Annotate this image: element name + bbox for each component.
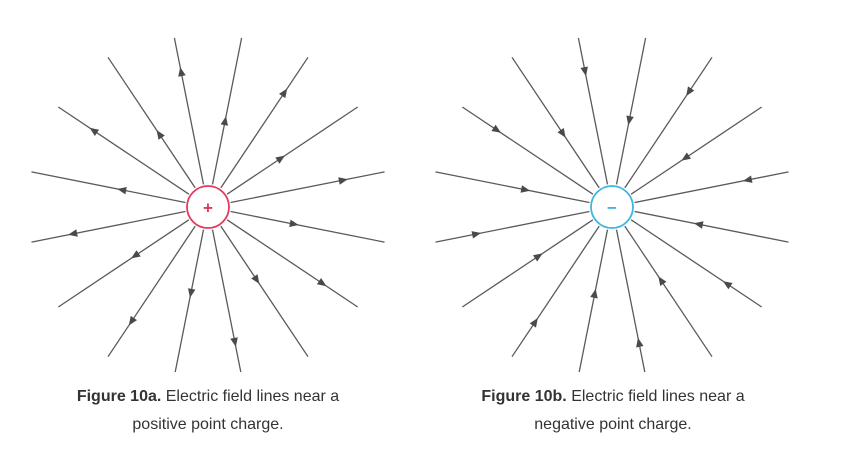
field-line [107,225,196,358]
figure-caption-a: Figure 10a. Electric field lines near a … [38,383,378,439]
field-line [615,229,646,373]
field-line [230,171,385,204]
caption-line-1: Figure 10b. Electric field lines near a [443,383,783,411]
field-line [226,219,359,308]
caption-line-2: negative point charge. [534,416,692,433]
field-line [615,37,647,185]
caption-line-1: Figure 10a. Electric field lines near a [38,383,378,411]
field-line [624,225,713,358]
outward-arrow-icon [68,229,78,237]
field-line [461,106,594,195]
inward-arrow-icon [636,337,644,348]
field-line [107,56,196,189]
field-line [226,106,359,195]
outward-arrow-icon [279,88,288,99]
outward-arrow-icon [178,67,186,77]
field-line [630,219,763,308]
inward-arrow-icon [723,281,733,290]
inward-arrow-icon [686,86,695,96]
negative-charge-circle [590,185,634,229]
field-line [634,171,789,204]
figure-caption-b: Figure 10b. Electric field lines near a … [443,383,783,439]
caption-text: Electric field lines near a [161,388,340,405]
minus-sign-icon: − [607,199,617,218]
inward-arrow-icon [520,185,531,193]
field-line [220,225,309,358]
inward-arrow-icon [533,253,543,262]
field-line [230,210,385,243]
inward-arrow-icon [557,128,566,138]
inward-arrow-icon [626,115,634,126]
positive-charge-circle [186,185,230,229]
inward-arrow-icon [590,288,598,299]
outward-arrow-icon [275,155,285,164]
field-line [578,229,609,373]
outward-arrow-icon [338,177,348,185]
outward-arrow-icon [117,187,127,195]
inward-arrow-icon [471,231,482,239]
field-line [57,219,190,308]
outward-arrow-icon [188,288,196,298]
outward-arrow-icon [220,116,228,126]
outward-arrow-icon [89,127,100,136]
plus-sign-icon: + [203,199,213,218]
field-line [624,56,713,189]
outward-arrow-icon [156,130,165,140]
outward-arrow-icon [289,219,299,227]
outward-arrow-icon [131,250,141,259]
inward-arrow-icon [742,175,753,183]
field-line [634,210,789,243]
field-line [220,56,309,189]
outward-arrow-icon [316,278,327,287]
field-line [461,219,594,308]
field-line [511,225,600,358]
inward-arrow-icon [529,318,538,328]
field-line [174,229,205,373]
field-line [577,37,609,185]
field-line [630,106,763,195]
diagram-positive-charge: + [31,37,385,373]
field-line [173,37,205,185]
field-line [511,56,600,189]
figure-label: Figure 10b. [481,388,567,405]
field-line [31,171,186,204]
field-line [211,37,243,185]
inward-arrow-icon [681,152,691,161]
outward-arrow-icon [251,274,260,284]
caption-line-2: positive point charge. [132,416,284,433]
caption-text: Electric field lines near a [566,388,745,405]
figure-label: Figure 10a. [76,388,162,405]
field-line [211,229,242,373]
outward-arrow-icon [230,337,238,347]
inward-arrow-icon [580,66,588,77]
inward-arrow-icon [693,221,704,229]
field-line [57,106,190,195]
field-line [435,171,590,204]
outward-arrow-icon [128,315,137,326]
inward-arrow-icon [658,276,667,286]
field-line [435,210,590,243]
field-line [31,210,186,243]
inward-arrow-icon [491,124,501,133]
diagram-negative-charge: − [435,37,789,373]
